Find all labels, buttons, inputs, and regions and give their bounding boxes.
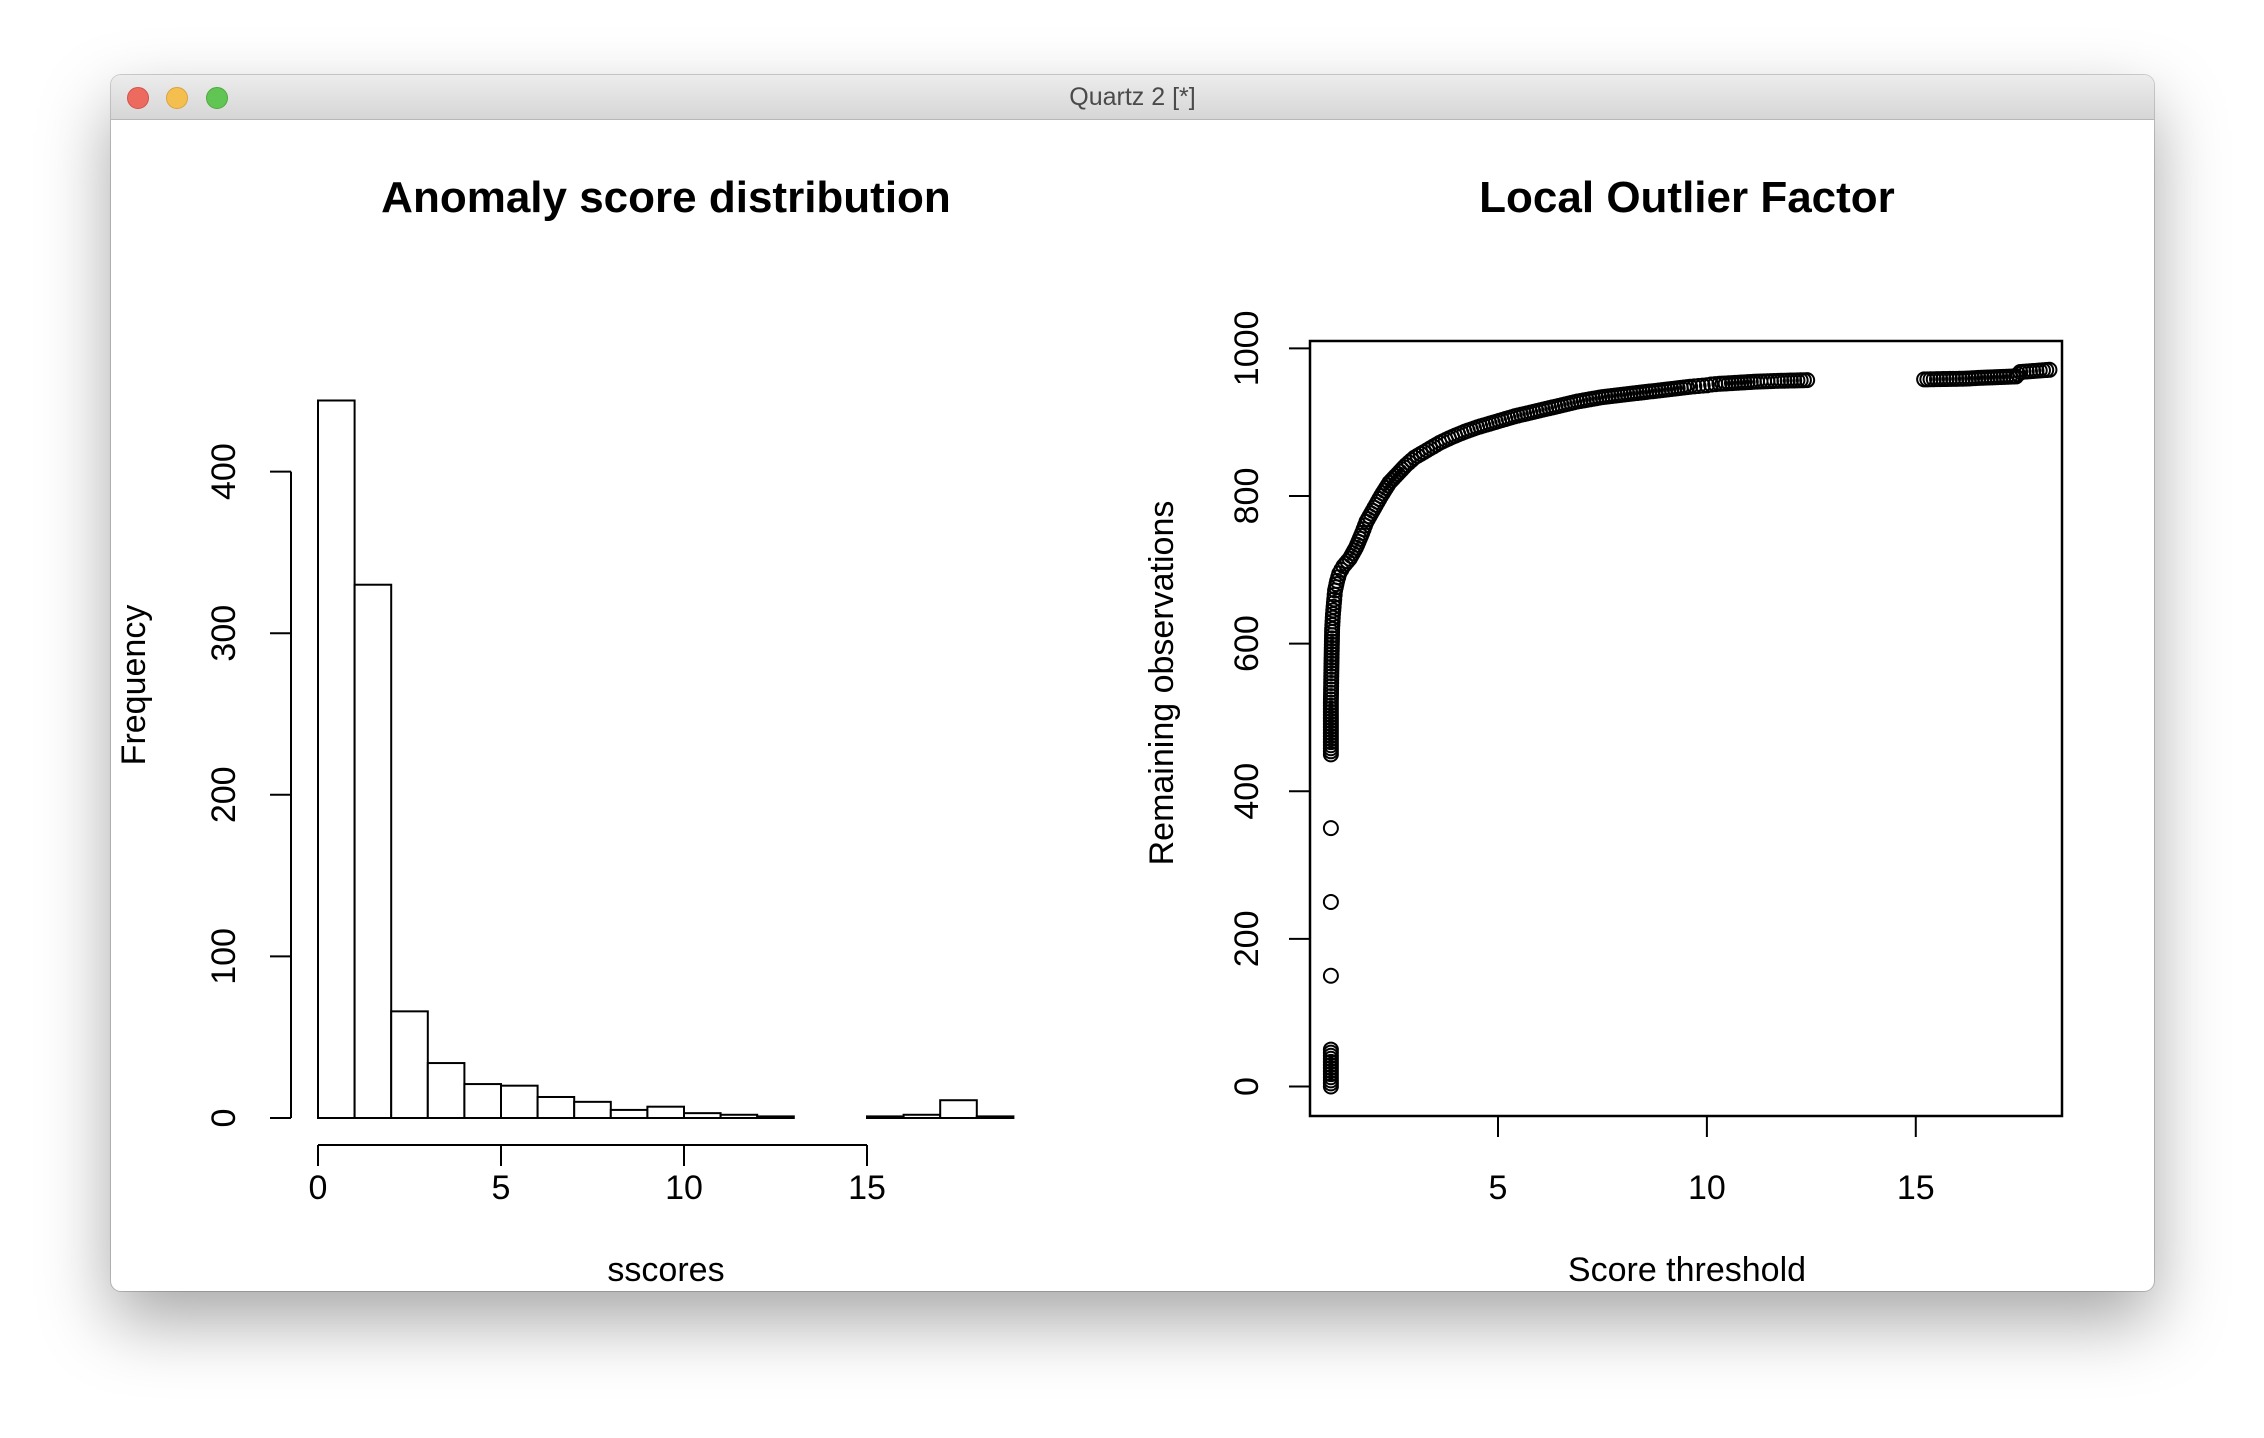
scatter-point: [1799, 372, 1816, 389]
histogram-bar: [317, 399, 356, 1120]
x-axis-label: sscores: [607, 1251, 724, 1289]
histogram-bar: [426, 1062, 466, 1120]
histogram-bar: [939, 1099, 978, 1119]
y-tick-label: 0: [205, 1109, 243, 1128]
scatter-point: [2041, 361, 2058, 378]
histogram-bar: [866, 1115, 905, 1119]
scatter-point: [1322, 820, 1339, 837]
x-axis: 0 5 10 15: [309, 1144, 886, 1207]
y-tick-label: 400: [1228, 763, 1266, 820]
histogram-bar: [975, 1115, 1015, 1119]
histogram-bar: [536, 1095, 576, 1120]
y-tick-label: 200: [1228, 910, 1266, 967]
histogram-bar: [609, 1108, 649, 1119]
chart-title: Local Outlier Factor: [1479, 173, 1895, 222]
histogram-chart: Anomaly score distribution sscores Frequ…: [115, 173, 1015, 1289]
quartz-window: Quartz 2 [*] Anomaly score distribution …: [111, 75, 2154, 1291]
y-tick-label: 1000: [1228, 311, 1266, 387]
plot-canvas: Anomaly score distribution sscores Frequ…: [115, 173, 2064, 1289]
x-tick-label: 5: [1489, 1169, 1508, 1207]
histogram-bar: [719, 1113, 759, 1120]
scatter-point: [1322, 1041, 1339, 1058]
close-button[interactable]: [127, 87, 149, 109]
title-bar[interactable]: Quartz 2 [*]: [111, 75, 2154, 120]
scatter-point: [1322, 893, 1339, 910]
histogram-bar: [353, 583, 393, 1120]
x-tick-label: 10: [665, 1169, 703, 1207]
y-tick-label: 300: [205, 605, 243, 662]
histogram-bar: [756, 1115, 795, 1119]
x-tick-label: 15: [848, 1169, 886, 1207]
y-tick-label: 200: [205, 766, 243, 823]
y-tick-label: 600: [1228, 615, 1266, 672]
histogram-bar: [500, 1084, 539, 1119]
x-tick-label: 0: [309, 1169, 328, 1207]
x-axis-label: Score threshold: [1568, 1251, 1806, 1289]
histogram-bar: [646, 1105, 686, 1119]
y-tick-label: 800: [1228, 468, 1266, 525]
y-tick-label: 100: [205, 928, 243, 985]
chart-title: Anomaly score distribution: [381, 173, 951, 222]
zoom-button[interactable]: [206, 87, 228, 109]
scatter-point: [1322, 967, 1339, 984]
x-tick-label: 5: [492, 1169, 511, 1207]
y-tick-label: 0: [1228, 1077, 1266, 1096]
histogram-bar: [390, 1010, 429, 1119]
histogram-bar: [683, 1112, 722, 1119]
x-axis: 5 10 15: [1489, 1116, 1935, 1207]
x-tick-label: 15: [1897, 1169, 1935, 1207]
plot-box: [1308, 339, 2064, 1118]
histogram-bar: [463, 1083, 502, 1120]
scatter-points: [1322, 361, 2058, 1095]
y-axis: 0 200 400 600 800 1000: [1228, 311, 1310, 1096]
y-axis-label: Remaining observations: [1143, 501, 1181, 866]
lof-scatter-chart: Local Outlier Factor Score threshold Rem…: [1143, 173, 2064, 1289]
histogram-bar: [573, 1100, 612, 1120]
y-axis-label: Frequency: [115, 605, 153, 766]
window-title: Quartz 2 [*]: [1069, 83, 1196, 111]
y-axis: 0 100 200 300 400: [205, 443, 292, 1128]
minimize-button[interactable]: [166, 87, 188, 109]
histogram-bars: [317, 399, 1015, 1120]
y-tick-label: 400: [205, 443, 243, 500]
x-tick-label: 10: [1688, 1169, 1726, 1207]
histogram-bar: [902, 1113, 942, 1120]
